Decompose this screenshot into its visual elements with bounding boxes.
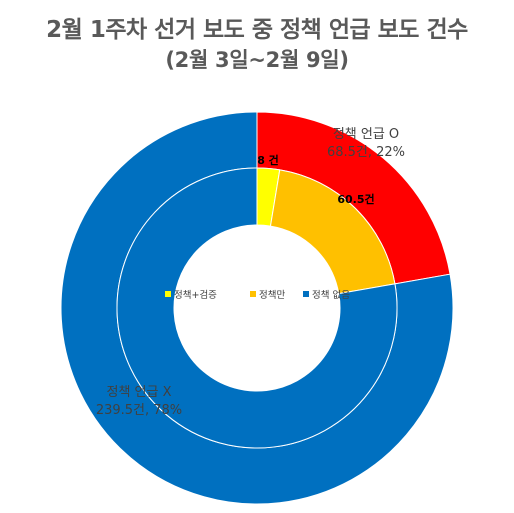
inner-ring-slice-정책-없음 — [116, 167, 398, 449]
chart-rings — [60, 111, 454, 505]
legend-swatch — [250, 291, 256, 297]
chart-data-labels: 정책 언급 O 68.5건, 22% 정책 언급 X 239.5건, 78% 8 건 60… — [96, 127, 405, 418]
data-label-policy-not-mentioned: 정책 언급 X 239.5건, 78% — [96, 385, 182, 418]
legend-swatch — [165, 291, 171, 297]
legend-swatch — [303, 291, 309, 297]
data-label-policy-only: 60.5건 — [337, 192, 374, 206]
chart-title: 2월 1주차 선거 보도 중 정책 언급 보도 건수 — [46, 17, 468, 43]
chart-subtitle: (2월 3일~2월 9일) — [165, 48, 349, 72]
legend-label: 정책+검증 — [174, 289, 217, 301]
legend-item-정책만: 정책만 — [250, 290, 285, 301]
legend-label: 정책 없음 — [312, 289, 350, 301]
data-label-policy-verified: 8 건 — [257, 153, 279, 167]
legend-label: 정책만 — [259, 290, 285, 301]
chart-legend: 정책+검증 정책만 정책 없음 — [165, 289, 350, 301]
legend-item-정책-없음: 정책 없음 — [303, 289, 350, 301]
legend-item-정책-검증: 정책+검증 — [165, 289, 217, 301]
data-label-policy-mentioned: 정책 언급 O 68.5건, 22% — [327, 127, 405, 160]
